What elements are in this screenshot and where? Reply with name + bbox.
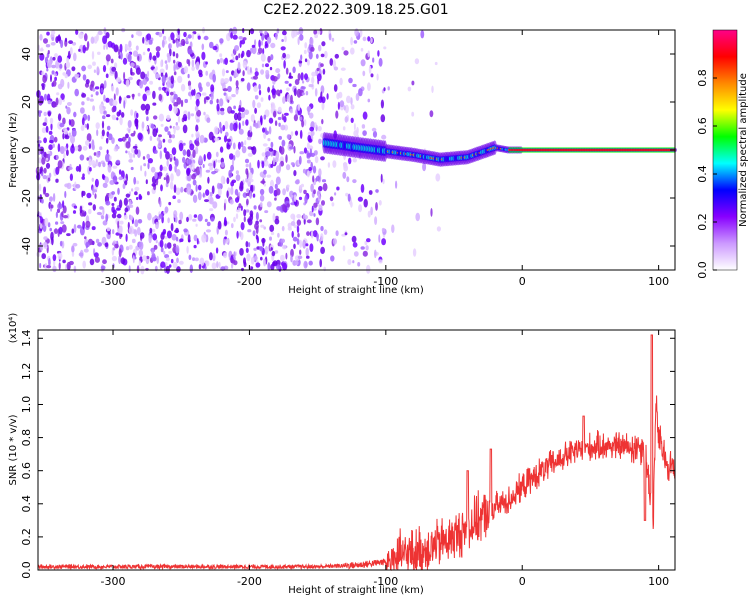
colorbar-gradient [712, 29, 738, 271]
y-tick-label: 1.2 [20, 363, 33, 381]
x-tick-label: -100 [373, 275, 398, 288]
snr-y-axis-label: SNR (10 * v/v) [8, 414, 19, 485]
figure-title: C2E2.2022.309.18.25.G01 [263, 2, 448, 18]
snr-frame [37, 329, 676, 571]
colorbar-tick-label: 0.4 [696, 165, 709, 183]
colorbar: 0.0 0.2 0.4 0.6 0.8 Normalized spectral ampl… [696, 29, 749, 279]
x-tick-label: -300 [101, 275, 126, 288]
x-tick-label: -200 [237, 275, 262, 288]
y-tick-label: 40 [20, 47, 33, 61]
snr-line [37, 334, 676, 571]
x-tick-label: -200 [237, 575, 262, 588]
spectrogram-y-ticks: -40 -20 0 20 40 [20, 47, 675, 255]
spectrogram-image [35, 26, 677, 275]
y-tick-label: -20 [20, 189, 33, 207]
colorbar-tick-label: 0.2 [696, 213, 709, 231]
y-tick-label: 1.4 [20, 330, 33, 348]
colorbar-tick-label: 0.6 [696, 117, 709, 135]
y-tick-label: -40 [20, 237, 33, 255]
colorbar-tick-label: 0.0 [696, 261, 709, 279]
colorbar-tick-label: 0.8 [696, 69, 709, 87]
y-tick-label: 0 [20, 147, 33, 154]
x-tick-label: -100 [373, 575, 398, 588]
snr-multiplier-label: (x10⁴) [8, 313, 19, 344]
colorbar-label: Normalized spectral amplitude [738, 73, 749, 227]
y-tick-label: 0.8 [20, 429, 33, 447]
y-tick-label: 0.0 [20, 561, 33, 579]
y-tick-label: 0.2 [20, 528, 33, 546]
y-tick-label: 1.0 [20, 396, 33, 414]
x-tick-label: 100 [648, 275, 669, 288]
x-tick-label: -300 [101, 575, 126, 588]
y-tick-label: 20 [20, 95, 33, 109]
snr-y-ticks: 0.0 0.2 0.4 0.6 0.8 1.0 1.2 1.4 [20, 330, 675, 579]
snr-x-axis-label: Height of straight line (km) [288, 585, 424, 596]
spectrogram-y-axis-label: Frequency (Hz) [8, 112, 19, 188]
spectrogram-noise [35, 26, 441, 275]
x-tick-label: 0 [519, 275, 526, 288]
spectrogram-signal [322, 132, 677, 167]
colorbar-ticks: 0.0 0.2 0.4 0.6 0.8 [696, 69, 717, 279]
spectrogram-x-axis-label: Height of straight line (km) [288, 285, 424, 296]
y-tick-label: 0.4 [20, 495, 33, 513]
y-tick-label: 0.6 [20, 462, 33, 480]
x-tick-label: 0 [519, 575, 526, 588]
snr-panel: -300 -200 -100 0 100 0.0 0.2 0.4 0.6 0.8 1.0 1.2 1.… [8, 313, 676, 596]
x-tick-label: 100 [648, 575, 669, 588]
snr-x-ticks: -300 -200 -100 0 100 [101, 330, 669, 588]
spectrogram-x-ticks: -300 -200 -100 0 100 [101, 30, 669, 288]
